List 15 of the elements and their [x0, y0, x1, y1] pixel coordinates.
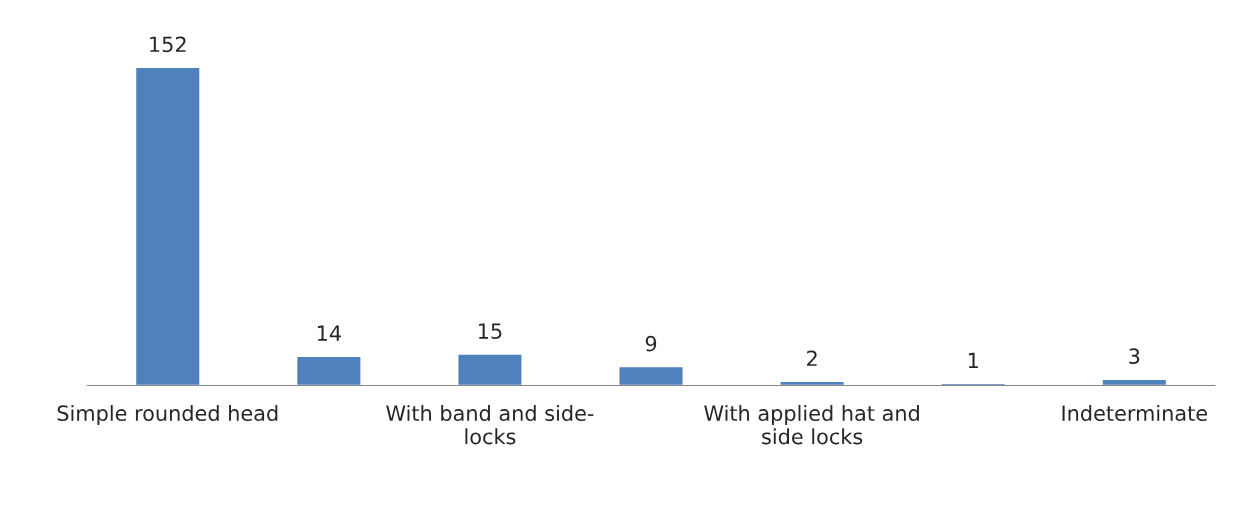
data-label: 14 — [317, 325, 341, 341]
data-label: 2 — [807, 350, 817, 366]
data-label: 15 — [478, 323, 502, 339]
bar — [618, 365, 684, 386]
x-tick-label: With band and side- locks — [386, 404, 594, 445]
bar — [295, 355, 362, 386]
data-label: 152 — [150, 36, 186, 53]
data-label: 9 — [645, 335, 657, 352]
data-label: 1 — [968, 352, 978, 368]
x-tick-label: With applied hat and side locks — [704, 404, 919, 445]
data-label: 3 — [1129, 348, 1140, 365]
bar — [134, 66, 201, 386]
x-tick-label: Indeterminate — [1062, 404, 1207, 422]
bar — [457, 353, 523, 386]
x-tick-label: Simple rounded head — [57, 404, 278, 426]
